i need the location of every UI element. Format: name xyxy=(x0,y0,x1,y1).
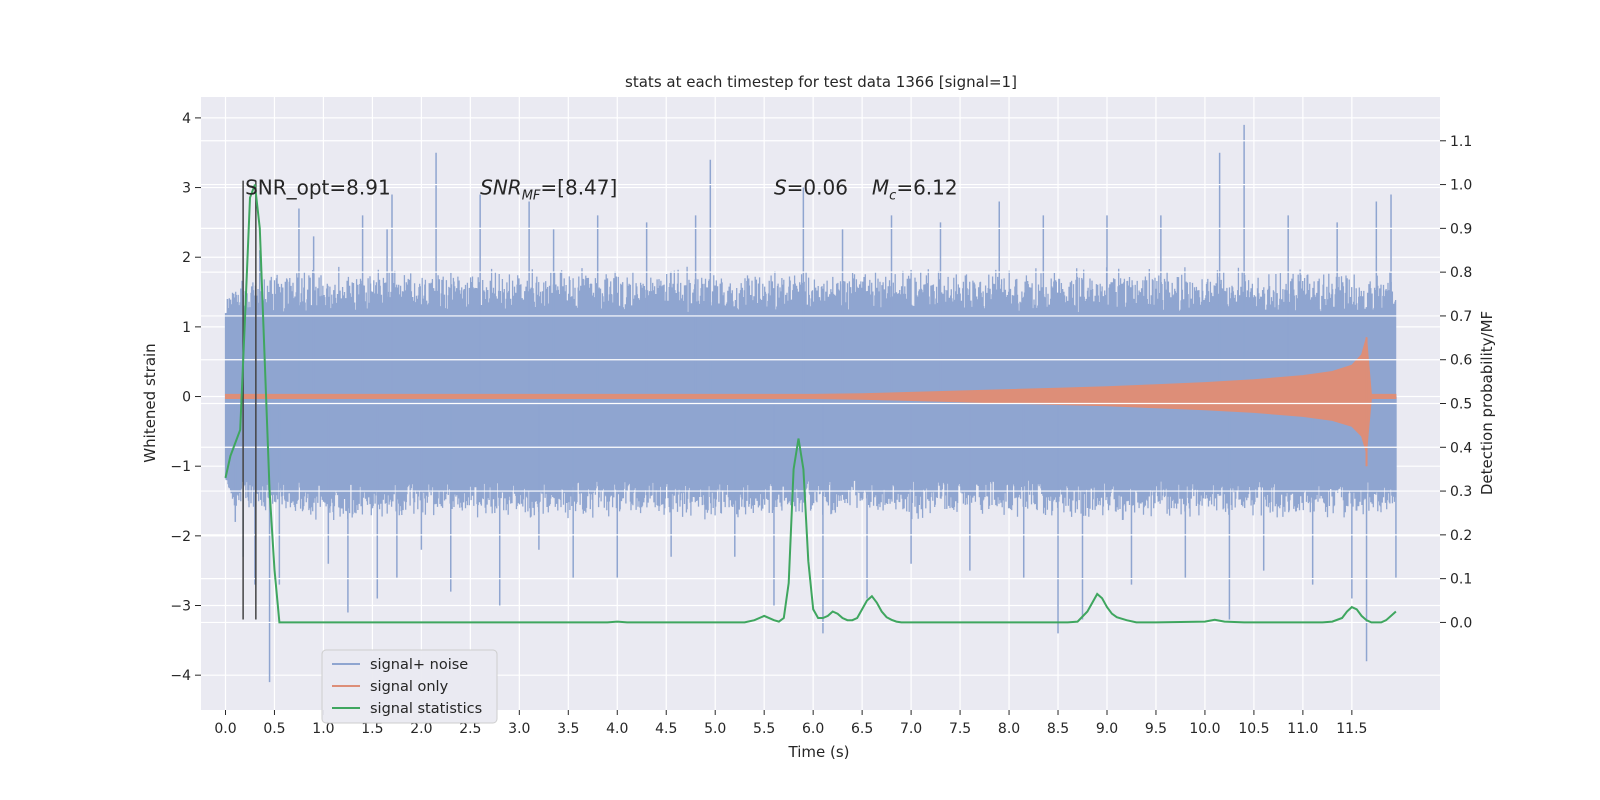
x-tick-label: 0.5 xyxy=(263,721,285,737)
chart-title: stats at each timestep for test data 136… xyxy=(625,73,1017,91)
signal-statistics-line xyxy=(224,184,1397,624)
x-tick-label: 10.0 xyxy=(1189,721,1220,737)
x-tick-label: 7.5 xyxy=(949,721,971,737)
y-right-tick-label: 1.1 xyxy=(1450,134,1472,150)
y-right-tick-label: 0.8 xyxy=(1450,265,1472,281)
x-tick-label: 1.5 xyxy=(361,721,383,737)
legend-box xyxy=(321,649,498,724)
x-tick-label: 9.5 xyxy=(1145,721,1167,737)
y-right-tick-label: 0.0 xyxy=(1450,615,1472,631)
annotation-text: S=0.06 xyxy=(774,176,848,200)
x-tick-label: 5.0 xyxy=(704,721,726,737)
y-right-tick-label: 0.5 xyxy=(1450,397,1472,413)
signal-statistics-series xyxy=(224,184,1397,624)
marker-lines xyxy=(242,180,257,620)
y-right-tick-label: 0.6 xyxy=(1450,353,1472,369)
x-tick-label: 6.5 xyxy=(851,721,873,737)
x-tick-label: 4.5 xyxy=(655,721,677,737)
annotations: SNR_opt=8.91 SNRMF=[8.47] S=0.06 Mc=6.12 xyxy=(245,176,958,204)
y-left-tick-label: −4 xyxy=(170,668,191,684)
x-tick-label: 2.0 xyxy=(410,721,432,737)
grid-lines-top xyxy=(201,140,1440,624)
x-tick-label: 3.0 xyxy=(508,721,530,737)
y-left-tick-label: −1 xyxy=(170,459,191,475)
x-tick-label: 10.5 xyxy=(1238,721,1269,737)
legend: signal+ noise signal only signal statistic… xyxy=(321,649,498,724)
x-tick-label: 11.5 xyxy=(1336,721,1367,737)
annotation-text: SNRMF=[8.47] xyxy=(480,176,617,204)
axes: 0.0 0.5 1.0 1.5 2.0 2.5 3.0 3.5 4.0 4.5 5.0 5.5 6.0 6… xyxy=(170,111,1472,737)
x-tick-label: 11.0 xyxy=(1287,721,1318,737)
x-axis-label: Time (s) xyxy=(788,743,850,761)
y-left-tick-label: 4 xyxy=(182,111,191,127)
x-tick-label: 6.0 xyxy=(802,721,824,737)
x-tick-label: 1.0 xyxy=(312,721,334,737)
x-tick-label: 3.5 xyxy=(557,721,579,737)
legend-label: signal+ noise xyxy=(370,657,468,673)
y-right-tick-label: 0.4 xyxy=(1450,440,1472,456)
legend-label: signal statistics xyxy=(370,701,482,717)
signal-envelope xyxy=(225,337,1397,453)
y-right-tick-label: 1.0 xyxy=(1450,178,1472,194)
y-axis-right-label: Detection probability/MF xyxy=(1478,311,1496,495)
y-left-tick-label: 2 xyxy=(182,250,191,266)
x-tick-label: 5.5 xyxy=(753,721,775,737)
signal-only-series xyxy=(225,337,1397,467)
y-left-tick-label: −2 xyxy=(170,529,191,545)
y-right-tick-label: 0.1 xyxy=(1450,572,1472,588)
y-right-tick-label: 0.9 xyxy=(1450,221,1472,237)
y-right-tick-label: 0.7 xyxy=(1450,309,1472,325)
annotation-text: SNR_opt=8.91 xyxy=(245,176,391,200)
x-tick-label: 0.0 xyxy=(214,721,236,737)
x-tick-label: 8.0 xyxy=(998,721,1020,737)
y-left-tick-label: −3 xyxy=(170,599,191,615)
x-tick-label: 8.5 xyxy=(1047,721,1069,737)
x-tick-label: 2.5 xyxy=(459,721,481,737)
x-tick-label: 9.0 xyxy=(1096,721,1118,737)
y-right-tick-label: 0.3 xyxy=(1450,484,1472,500)
y-right-tick-label: 0.2 xyxy=(1450,528,1472,544)
x-tick-label: 7.0 xyxy=(900,721,922,737)
annotation-text: Mc=6.12 xyxy=(872,176,958,204)
y-axis-left-label: Whitened strain xyxy=(141,343,159,462)
y-left-tick-label: 0 xyxy=(182,390,191,406)
x-tick-label: 4.0 xyxy=(606,721,628,737)
y-left-tick-label: 1 xyxy=(182,320,191,336)
legend-label: signal only xyxy=(370,679,449,695)
y-left-tick-label: 3 xyxy=(182,181,191,197)
